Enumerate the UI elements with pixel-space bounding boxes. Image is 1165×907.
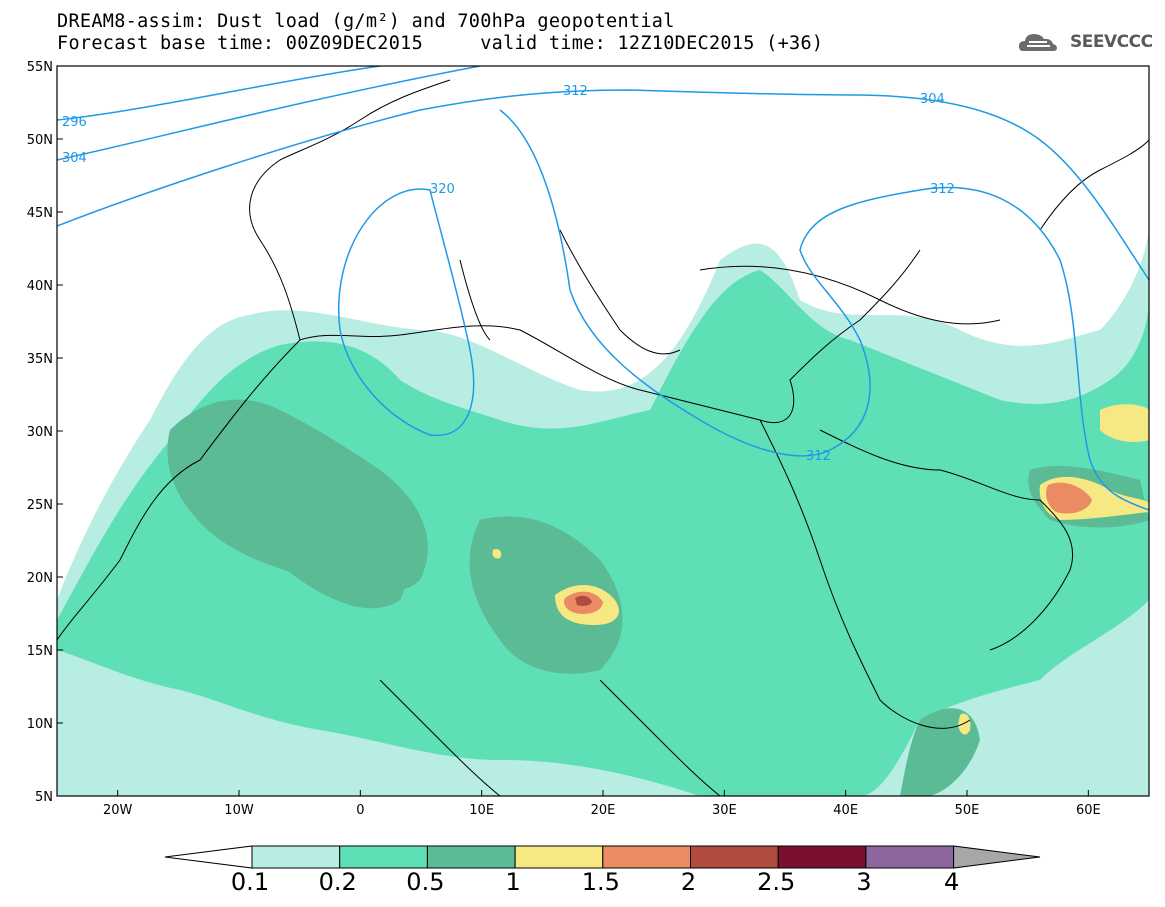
colorbar-label: 2.5 bbox=[757, 868, 796, 896]
x-tick-label: 20E bbox=[591, 803, 616, 818]
contour-label: 304 bbox=[920, 92, 945, 107]
dust-level-0.5 bbox=[250, 436, 407, 609]
map-title: DREAM8-assim: Dust load (g/m²) and 700hP… bbox=[57, 11, 675, 32]
dust-level-2 bbox=[575, 595, 592, 606]
dust-level-0.5 bbox=[469, 516, 623, 674]
x-tick-label: 10W bbox=[224, 803, 254, 818]
dust-level-0.2 bbox=[57, 270, 1149, 796]
contour-label: 304 bbox=[62, 151, 87, 166]
x-tick-label: 0 bbox=[356, 803, 364, 818]
contour-label: 296 bbox=[62, 115, 87, 130]
y-tick-label: 10N bbox=[27, 717, 53, 732]
colorbar-swatch bbox=[865, 845, 955, 869]
latitude-axis: 55N 50N 45N 40N 35N 30N 25N 20N 15N 10N 5N bbox=[27, 60, 63, 805]
colorbar-swatch bbox=[251, 845, 341, 869]
dust-level-0.5 bbox=[188, 401, 246, 450]
y-tick-label: 35N bbox=[27, 352, 53, 367]
colorbar-swatch bbox=[514, 845, 604, 869]
dust-shading bbox=[57, 220, 1149, 796]
y-tick-label: 5N bbox=[35, 790, 53, 805]
contour-label: 312 bbox=[806, 449, 831, 464]
contour-label: 312 bbox=[930, 182, 955, 197]
y-tick-label: 55N bbox=[27, 60, 53, 75]
colorbar-label: 2 bbox=[680, 868, 697, 896]
logo-text: SEEVCCC bbox=[1070, 32, 1153, 52]
x-tick-label: 10E bbox=[469, 803, 494, 818]
y-tick-label: 30N bbox=[27, 425, 53, 440]
y-tick-label: 20N bbox=[27, 571, 53, 586]
x-tick-label: 20W bbox=[103, 803, 133, 818]
colorbar-swatch bbox=[777, 845, 867, 869]
x-tick-label: 30E bbox=[712, 803, 737, 818]
x-tick-label: 50E bbox=[955, 803, 980, 818]
contour-labels: 296 304 312 320 312 304 312 bbox=[62, 84, 955, 464]
colorbar-label: 1 bbox=[505, 868, 521, 896]
colorbar-swatch bbox=[426, 845, 516, 869]
dust-level-1 bbox=[958, 713, 971, 735]
dust-level-1 bbox=[492, 549, 502, 559]
colorbar-low-arrow bbox=[164, 845, 253, 869]
colorbar-label: 3 bbox=[856, 868, 872, 896]
colorbar-label: 0.5 bbox=[406, 868, 445, 896]
colorbar-swatch bbox=[339, 845, 428, 869]
dust-level-1 bbox=[1100, 404, 1149, 442]
contour-label: 320 bbox=[430, 182, 455, 197]
dust-level-1.5 bbox=[1046, 482, 1092, 514]
colorbar-high-arrow bbox=[953, 845, 1041, 869]
y-tick-label: 45N bbox=[27, 206, 53, 221]
colorbar-label: 0.1 bbox=[230, 868, 270, 896]
geopotential-contours bbox=[57, 66, 1149, 511]
y-tick-label: 15N bbox=[27, 644, 53, 659]
colorbar-label: 0.2 bbox=[318, 868, 357, 896]
forecast-time-subtitle: Forecast base time: 00Z09DEC2015 valid t… bbox=[57, 33, 824, 54]
colorbar-swatch bbox=[602, 845, 691, 869]
contour-label: 312 bbox=[563, 84, 588, 99]
longitude-axis: 20W 10W 0 10E 20E 30E 40E 50E 60E bbox=[103, 790, 1101, 818]
cloud-logo-icon bbox=[1019, 34, 1057, 51]
y-tick-label: 40N bbox=[27, 279, 53, 294]
colorbar-label: 1.5 bbox=[581, 868, 620, 896]
y-tick-label: 50N bbox=[27, 133, 53, 148]
x-tick-label: 40E bbox=[833, 803, 858, 818]
y-tick-label: 25N bbox=[27, 498, 53, 513]
x-tick-label: 60E bbox=[1076, 803, 1101, 818]
coastlines bbox=[57, 79, 1149, 796]
colorbar-label: 4 bbox=[943, 868, 960, 896]
colorbar-swatch bbox=[690, 845, 779, 869]
